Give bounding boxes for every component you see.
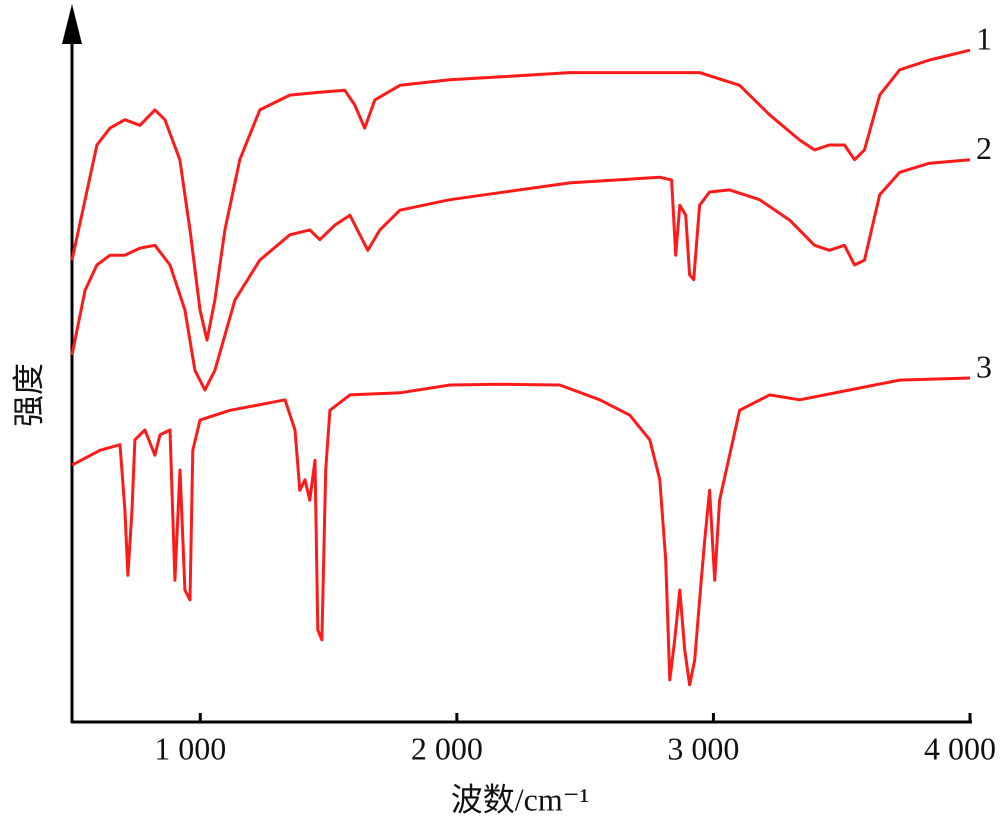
series-label: 3	[976, 348, 992, 384]
x-axis-label: 波数/cm⁻¹	[451, 781, 589, 817]
x-tick-label: 3 000	[667, 730, 739, 766]
x-tick-label: 1 000	[154, 730, 226, 766]
series-label: 2	[976, 130, 992, 166]
y-axis-label: 强度	[10, 363, 46, 427]
spectrum-line	[70, 158, 971, 392]
x-tick-label: 2 000	[411, 730, 483, 766]
spectrum-line	[71, 376, 971, 687]
spectrum-line	[70, 48, 971, 342]
series-label: 1	[976, 21, 992, 57]
x-tick-label: 4 000	[924, 730, 996, 766]
y-axis-arrow	[62, 4, 82, 44]
